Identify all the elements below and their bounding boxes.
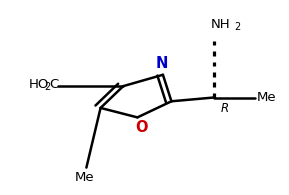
Text: C: C	[49, 78, 59, 91]
Text: N: N	[155, 56, 168, 71]
Text: HO: HO	[28, 78, 49, 91]
Text: NH: NH	[211, 18, 231, 31]
Text: Me: Me	[256, 91, 276, 104]
Text: 2: 2	[234, 22, 240, 32]
Text: R: R	[221, 102, 229, 115]
Text: 2: 2	[45, 82, 51, 92]
Text: O: O	[136, 120, 148, 135]
Text: Me: Me	[75, 171, 95, 183]
